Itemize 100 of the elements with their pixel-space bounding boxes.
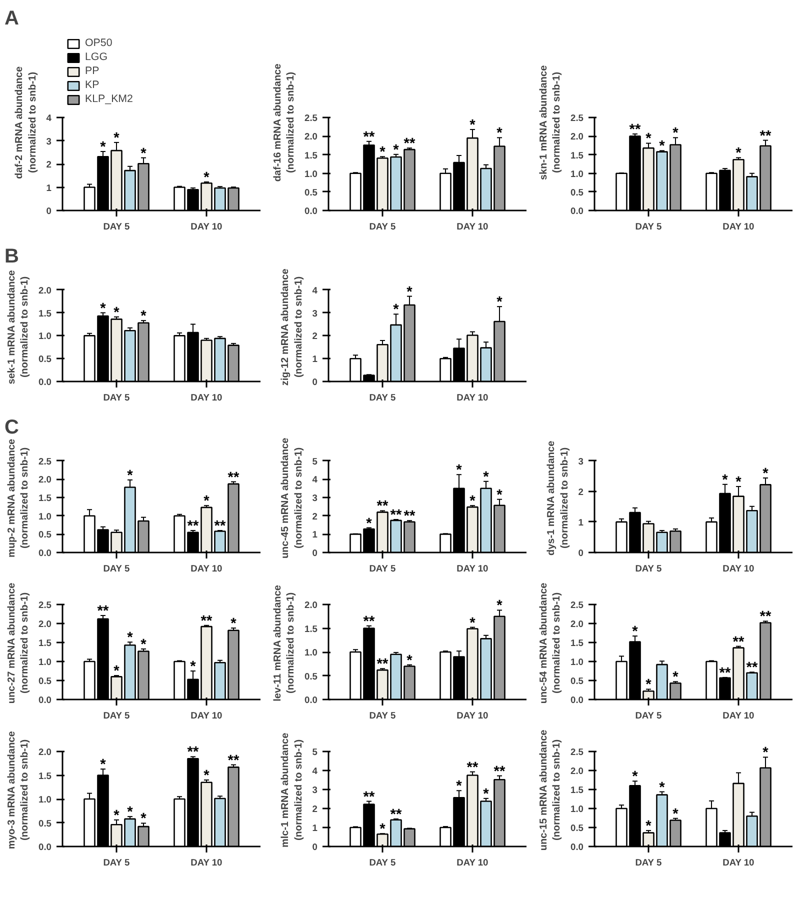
x-tick-label: DAY 5	[635, 222, 662, 232]
y-tick-label: 1.5	[38, 308, 52, 318]
data-label: *	[762, 466, 769, 482]
y-tick-label: 3	[46, 136, 52, 146]
data-label: **	[187, 744, 199, 761]
data-label: *	[646, 818, 652, 835]
y-axis-title: mlc-1 mRNA abundance (normalized to snb-1)	[280, 732, 304, 848]
data-label: *	[230, 616, 237, 632]
x-tick-label: DAY 5	[369, 392, 396, 402]
data-label: *	[456, 778, 462, 795]
y-tick-label: 2	[312, 331, 318, 342]
y-axis-title: unc-45 mRNA abundance (normalized to snb-1)	[280, 437, 304, 559]
y-tick-label: 3	[578, 456, 584, 466]
y-tick-label: 3	[312, 493, 318, 504]
y-tick-label: 0.0	[38, 377, 52, 387]
data-label: *	[140, 811, 147, 828]
x-tick-label: DAY 10	[190, 392, 222, 402]
data-label: *	[114, 664, 120, 680]
y-tick-label: 0	[46, 206, 52, 216]
y-tick-label: 1.5	[570, 785, 584, 795]
data-label: **	[732, 634, 744, 650]
y-tick-label: 2.0	[570, 619, 584, 629]
data-label: *	[470, 615, 476, 632]
data-label: *	[496, 294, 503, 311]
x-tick-label: DAY 10	[722, 858, 754, 868]
y-tick-label: 2	[312, 511, 318, 522]
data-label: **	[363, 614, 375, 630]
data-label: **	[629, 122, 641, 138]
data-label: *	[140, 636, 147, 653]
y-tick-label: 2.0	[38, 474, 52, 485]
y-tick-label: 0.0	[38, 842, 52, 852]
y-tick-label: 0	[312, 842, 318, 852]
x-tick-label: DAY 5	[369, 564, 396, 574]
y-axis-title: dys-1 mRNA abundance (normalized to snb-1)	[546, 440, 570, 556]
data-label: **	[363, 129, 375, 146]
y-tick-label: 0	[312, 377, 318, 387]
x-tick-label: DAY 5	[103, 392, 130, 402]
data-label: **	[376, 498, 388, 515]
x-tick-label: DAY 5	[369, 858, 396, 868]
y-tick-label: 0.0	[38, 548, 52, 558]
data-label: **	[376, 656, 388, 673]
data-label: *	[672, 670, 679, 686]
data-label: *	[762, 745, 769, 762]
y-axis-title: daf-16 mRNA abundance (normalized to snb-1)	[272, 63, 297, 182]
x-tick-label: DAY 10	[190, 710, 222, 720]
y-tick-label: 0.5	[38, 818, 52, 828]
data-label: *	[100, 757, 106, 774]
y-tick-label: 1	[578, 517, 584, 528]
y-tick-label: 5	[312, 456, 318, 466]
data-label: *	[736, 146, 742, 162]
legend-label: OP50	[85, 37, 112, 49]
x-tick-label: DAY 5	[635, 710, 662, 720]
data-label: **	[466, 760, 478, 776]
y-tick-label: 0.0	[304, 206, 318, 216]
data-label: *	[366, 516, 372, 532]
y-axis-title: mup-2 mRNA abundance (normalized to snb-1)	[6, 438, 31, 558]
x-tick-label: DAY 10	[456, 858, 488, 868]
y-axis-title: lev-11 mRNA abundance (normalized to snb-1)	[272, 584, 297, 702]
y-tick-label: 2	[46, 160, 52, 170]
y-tick-label: 2.0	[304, 600, 318, 610]
data-label: **	[760, 128, 772, 144]
data-label: *	[406, 284, 413, 300]
x-tick-label: DAY 5	[103, 564, 130, 574]
legend-label: LGG	[85, 51, 108, 63]
y-tick-label: 0.0	[38, 695, 52, 705]
data-label: *	[114, 808, 120, 824]
y-tick-label: 0.5	[570, 187, 584, 198]
data-label: *	[393, 302, 400, 318]
data-label: *	[114, 304, 120, 321]
y-tick-label: 4	[46, 113, 52, 124]
y-tick-label: 0.0	[570, 842, 584, 852]
y-tick-label: 4	[312, 474, 318, 485]
y-tick-label: 1	[46, 182, 52, 193]
chart-title: A	[4, 8, 19, 30]
y-tick-label: 2	[578, 486, 584, 497]
y-tick-label: 0.0	[570, 206, 584, 216]
y-tick-label: 2.5	[570, 747, 584, 757]
data-label: *	[456, 462, 462, 479]
y-tick-label: 2.0	[38, 619, 52, 629]
data-label: **	[746, 660, 758, 676]
y-tick-label: 1.0	[38, 657, 52, 667]
y-tick-label: 2.0	[570, 766, 584, 776]
data-label: *	[127, 468, 134, 484]
y-tick-label: 5	[312, 747, 318, 757]
y-tick-label: 0.5	[304, 187, 318, 198]
y-tick-label: 1.0	[38, 331, 52, 342]
data-label: *	[406, 652, 413, 669]
data-label: *	[646, 131, 652, 148]
y-tick-label: 1	[312, 823, 318, 833]
x-tick-label: DAY 10	[190, 564, 222, 574]
x-tick-label: DAY 5	[635, 858, 662, 868]
data-label: **	[228, 752, 240, 769]
data-label: **	[228, 470, 240, 486]
y-tick-label: 0.5	[570, 676, 584, 686]
data-label: **	[187, 518, 199, 535]
x-tick-label: DAY 10	[722, 564, 754, 574]
data-label: *	[659, 780, 666, 796]
y-tick-label: 1.5	[38, 770, 52, 781]
y-tick-label: 3	[312, 308, 318, 318]
data-label: *	[380, 822, 386, 838]
